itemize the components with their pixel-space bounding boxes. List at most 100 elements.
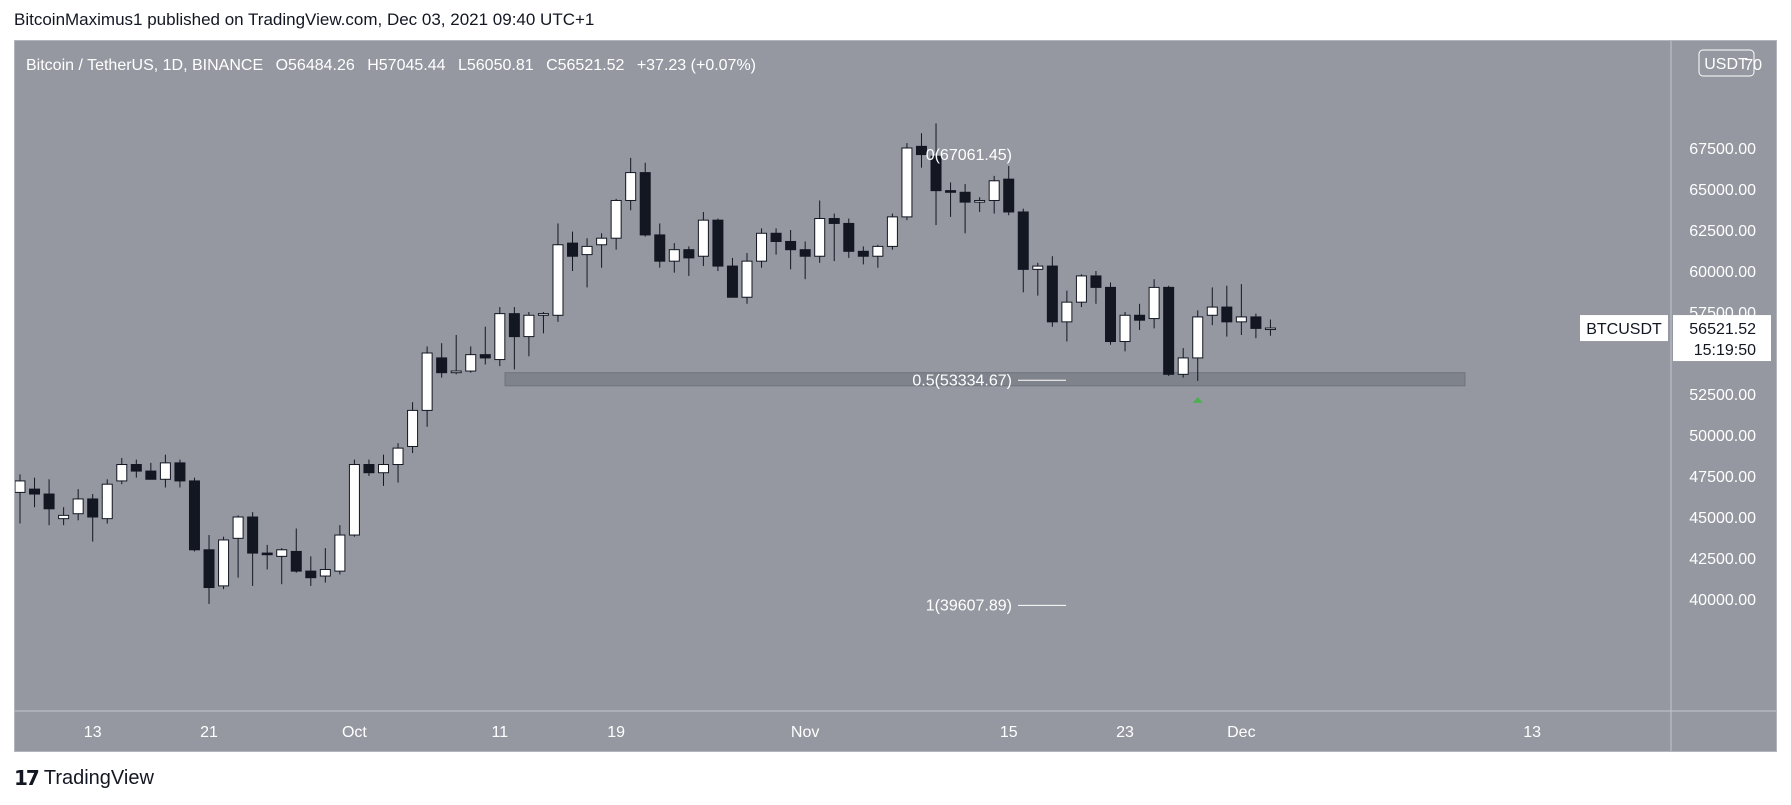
bearish-candle-body xyxy=(1017,211,1029,270)
candle xyxy=(465,346,477,373)
candle xyxy=(1235,284,1247,335)
legend-low-value: 56050.81 xyxy=(467,57,534,74)
bearish-candle-body xyxy=(1134,314,1146,321)
candle xyxy=(799,241,811,280)
candle xyxy=(334,525,346,575)
time-tick-label: 13 xyxy=(1523,724,1541,741)
candle xyxy=(87,494,99,542)
bullish-candle-body xyxy=(625,172,637,201)
bullish-candle-body xyxy=(392,447,404,466)
bullish-candle-body xyxy=(334,534,346,572)
candle xyxy=(261,544,273,570)
bearish-candle-body xyxy=(1250,316,1262,329)
candle xyxy=(988,175,1000,214)
price-tick-label-partial: 70 xyxy=(1744,57,1762,74)
bullish-candle-body xyxy=(901,147,913,218)
bearish-candle-body xyxy=(639,172,651,236)
price-tick-label: 62500.00 xyxy=(1689,223,1756,240)
time-tick-label: 19 xyxy=(607,724,625,741)
symbol-tag-background xyxy=(1580,315,1668,342)
bearish-candle-body xyxy=(363,464,375,474)
candle xyxy=(683,246,695,276)
bearish-candle-body xyxy=(683,249,695,259)
bullish-candle-body xyxy=(668,249,680,262)
bearish-candle-body xyxy=(930,155,942,192)
bearish-candle-body xyxy=(203,549,215,589)
bullish-candle-body xyxy=(1206,306,1218,316)
candle xyxy=(72,489,84,521)
brand-name: TradingView xyxy=(43,767,154,789)
bullish-candle-body xyxy=(581,245,593,256)
candle xyxy=(857,246,869,265)
bearish-candle-body xyxy=(87,498,99,518)
bullish-candle-body xyxy=(537,313,549,316)
candle xyxy=(494,307,506,367)
bullish-candle-body xyxy=(872,245,884,257)
bearish-candle-body xyxy=(1163,286,1175,375)
candle xyxy=(654,223,666,268)
time-axis-background[interactable] xyxy=(15,711,1776,751)
bullish-candle-body xyxy=(159,462,171,480)
bearish-candle-body xyxy=(29,488,41,495)
bearish-candle-body xyxy=(247,516,259,554)
bearish-candle-body xyxy=(290,550,302,572)
time-tick-label: Dec xyxy=(1227,724,1255,741)
candle xyxy=(930,123,942,226)
candle xyxy=(232,515,244,578)
candle xyxy=(668,243,680,273)
candle xyxy=(145,462,157,480)
candle xyxy=(552,223,564,322)
bullish-candle-body xyxy=(974,199,986,203)
candle xyxy=(639,162,651,237)
bearish-candle-body xyxy=(145,470,157,480)
bullish-candle-body xyxy=(116,464,128,482)
fib-level-0-5-label: 0.5(53334.67) xyxy=(912,372,1012,389)
candle xyxy=(1177,348,1189,378)
time-tick-label: 23 xyxy=(1116,724,1134,741)
candle xyxy=(450,334,462,375)
candle xyxy=(1017,208,1029,293)
symbol-tag: BTCUSDT xyxy=(1586,321,1662,338)
candle xyxy=(814,200,826,263)
candle xyxy=(872,244,884,268)
bullish-candle-body xyxy=(1075,275,1087,303)
candle xyxy=(567,231,579,271)
tradingview-logo[interactable]: 𝟭𝟳 TradingView xyxy=(14,766,154,791)
bearish-candle-body xyxy=(1003,178,1015,213)
bullish-candle-body xyxy=(348,464,360,536)
buy-signal-marker xyxy=(1192,396,1203,403)
bearish-candle-body xyxy=(799,249,811,257)
candle xyxy=(407,402,419,454)
time-tick-label: 15 xyxy=(1000,724,1018,741)
legend-low-label: L xyxy=(458,57,467,74)
bullish-candle-body xyxy=(218,539,230,587)
candle xyxy=(770,228,782,255)
candle xyxy=(581,238,593,288)
price-tick-label: 50000.00 xyxy=(1689,428,1756,445)
candle xyxy=(726,257,738,298)
price-tick-label: 60000.00 xyxy=(1689,264,1756,281)
price-axis-background[interactable] xyxy=(1671,41,1776,711)
bearish-candle-body xyxy=(1105,286,1116,343)
candle xyxy=(1003,166,1015,216)
candle xyxy=(305,556,317,586)
bearish-candle-body xyxy=(828,218,840,224)
currency-badge[interactable]: USDT xyxy=(1698,49,1755,77)
legend-high-value: 57045.44 xyxy=(379,57,446,74)
candle xyxy=(1264,319,1276,336)
price-tick-label: 42500.00 xyxy=(1689,551,1756,568)
fib-level-1-label: 1(39607.89) xyxy=(926,597,1012,614)
candle xyxy=(1105,282,1116,345)
bullish-candle-body xyxy=(1192,316,1204,359)
time-tick-label: 21 xyxy=(200,724,218,741)
candle xyxy=(596,233,608,268)
candle xyxy=(537,312,549,334)
candle xyxy=(959,184,971,234)
bullish-candle-body xyxy=(886,216,898,247)
candle xyxy=(741,252,753,304)
bullish-candle-body xyxy=(319,568,331,577)
candle xyxy=(1075,274,1087,308)
candle xyxy=(58,507,70,526)
bearish-candle-body xyxy=(1221,306,1233,323)
